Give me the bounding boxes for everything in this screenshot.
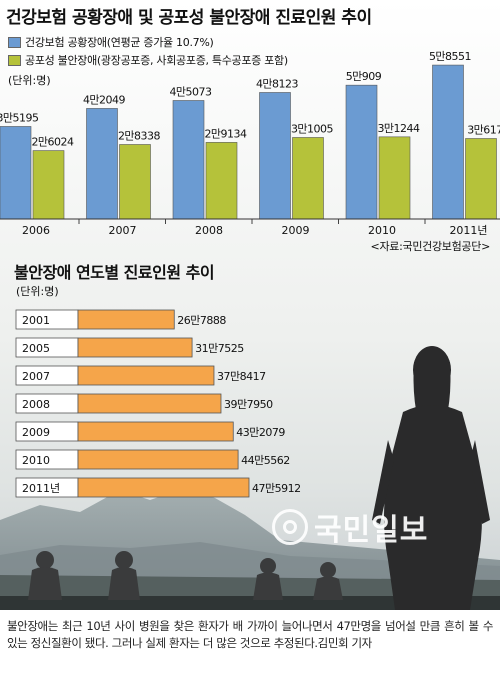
- woman-silhouette: [372, 346, 490, 610]
- bar-value-label: 4만5073: [169, 86, 212, 99]
- bar: [32, 150, 65, 220]
- legend-item-phobic: 공포성 불안장애(광장공포증, 사회공포증, 특수공포증 포함): [8, 52, 288, 68]
- legend-label: 공포성 불안장애(광장공포증, 사회공포증, 특수공포증 포함): [25, 54, 288, 67]
- x-tick-label: 2008: [195, 224, 223, 237]
- year-label: 2005: [22, 342, 50, 355]
- caption-text: 불안장애는 최근 10년 사이 병원을 찾은 환자가 배 가까이 늘어나면서 4…: [7, 619, 493, 650]
- bar: [378, 136, 411, 220]
- hbar-value-label: 31만7525: [195, 342, 244, 355]
- chart1-bar-chart: 3만5195 2만6024 2006 4만2049 2만8338 2007 4만5073 2만…: [0, 50, 500, 237]
- photo-caption: 불안장애는 최근 10년 사이 병원을 찾은 환자가 배 가까이 늘어나면서 4…: [0, 610, 500, 674]
- bar-value-label: 3만1244: [377, 122, 420, 135]
- bar: [432, 64, 464, 220]
- bar: [205, 142, 238, 220]
- bar: [86, 108, 118, 220]
- hbar-value-label: 43만2079: [236, 426, 285, 439]
- bar: [259, 92, 291, 220]
- chart2-title: 불안장애 연도별 진료인원 추이: [14, 263, 215, 282]
- legend-label: 건강보험 공황장애(연평균 증가율 10.7%): [25, 36, 214, 49]
- year-label: 2007: [22, 370, 50, 383]
- hbar: [77, 365, 215, 386]
- bar-value-label: 3만617: [467, 124, 500, 137]
- hbar: [77, 309, 175, 330]
- legend-item-panic: 건강보험 공황장애(연평균 증가율 10.7%): [8, 34, 214, 50]
- bar-value-label: 4만8123: [256, 77, 299, 90]
- x-tick-label: 2011년: [449, 224, 487, 237]
- legend-swatch-blue: [8, 36, 21, 48]
- hbar-value-label: 39만7950: [224, 398, 273, 411]
- hbar-value-label: 37만8417: [217, 370, 266, 383]
- watermark-logo-icon: [272, 509, 308, 545]
- hbar-value-label: 44만5562: [241, 454, 290, 467]
- bar-value-label: 4만2049: [83, 93, 126, 106]
- bar-value-label: 3만1005: [291, 122, 334, 135]
- bar-value-label: 2만9134: [204, 127, 247, 140]
- x-tick-label: 2009: [282, 224, 310, 237]
- chart1-unit: (단위:명): [8, 74, 51, 87]
- bar: [0, 126, 32, 220]
- bar-value-label: 3만5195: [0, 111, 39, 124]
- hbar: [77, 477, 250, 498]
- bar-value-label: 2만8338: [118, 129, 161, 142]
- year-label: 2011년: [22, 482, 60, 495]
- year-label: 2010: [22, 454, 50, 467]
- hbar-value-label: 47만5912: [252, 482, 301, 495]
- year-label: 2008: [22, 398, 50, 411]
- x-tick-label: 2006: [22, 224, 50, 237]
- people-silhouettes: [28, 551, 343, 600]
- chart2-hbar-chart: 2001 26만7888 2005 31만7525 2007 37만8417 2008 39만…: [15, 309, 301, 498]
- bar: [345, 84, 378, 220]
- chart2-unit: (단위:명): [16, 285, 59, 298]
- bar-value-label: 2만6024: [31, 136, 74, 149]
- hbar-value-label: 26만7888: [177, 314, 226, 327]
- bar: [119, 144, 151, 220]
- newspaper-watermark: 국민일보: [272, 505, 428, 549]
- x-tick-label: 2010: [368, 224, 396, 237]
- x-tick-label: 2007: [109, 224, 137, 237]
- hbar: [77, 449, 239, 470]
- chart1-title: 건강보험 공황장애 및 공포성 불안장애 진료인원 추이: [6, 8, 372, 28]
- watermark-text: 국민일보: [314, 513, 429, 548]
- bar: [292, 137, 324, 220]
- year-label: 2009: [22, 426, 50, 439]
- chart1-source: <자료:국민건강보험공단>: [370, 240, 491, 253]
- hbar: [77, 393, 222, 414]
- year-label: 2001: [22, 314, 50, 327]
- bar-value-label: 5만909: [346, 70, 382, 83]
- legend-swatch-green: [8, 54, 21, 66]
- hbar: [77, 421, 234, 442]
- hbar: [77, 337, 193, 358]
- bar: [172, 100, 205, 220]
- bar-value-label: 5만8551: [429, 50, 471, 63]
